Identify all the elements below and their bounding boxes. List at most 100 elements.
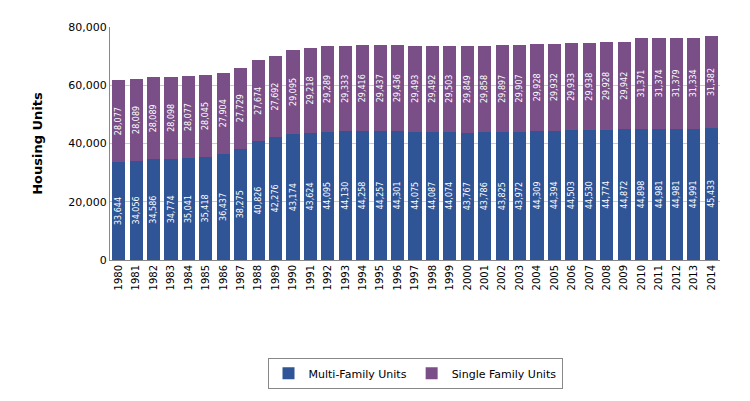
- svg-text:1982: 1982: [148, 265, 159, 290]
- svg-text:40,000: 40,000: [68, 137, 107, 150]
- svg-text:2012: 2012: [671, 265, 682, 290]
- svg-text:1988: 1988: [252, 265, 263, 290]
- svg-text:33,644: 33,644: [114, 197, 123, 225]
- svg-text:Multi-Family Units: Multi-Family Units: [309, 368, 407, 381]
- svg-text:31,334: 31,334: [689, 69, 698, 97]
- svg-text:29,095: 29,095: [289, 78, 298, 106]
- svg-text:31,379: 31,379: [672, 69, 681, 97]
- svg-text:31,382: 31,382: [707, 68, 716, 96]
- svg-text:80,000: 80,000: [68, 21, 107, 34]
- svg-text:28,089: 28,089: [132, 106, 141, 134]
- svg-text:29,218: 29,218: [306, 76, 315, 104]
- svg-text:38,275: 38,275: [236, 190, 245, 218]
- svg-text:2009: 2009: [618, 265, 629, 290]
- svg-text:2011: 2011: [653, 265, 664, 290]
- svg-text:29,493: 29,493: [411, 75, 420, 103]
- svg-text:40,826: 40,826: [254, 187, 263, 215]
- svg-text:1983: 1983: [165, 265, 176, 290]
- svg-text:Single Family Units: Single Family Units: [452, 368, 557, 381]
- svg-text:1989: 1989: [270, 265, 281, 290]
- svg-text:Housing Units: Housing Units: [30, 92, 45, 195]
- svg-text:34,056: 34,056: [132, 196, 141, 224]
- svg-text:29,928: 29,928: [533, 73, 542, 101]
- svg-text:1980: 1980: [113, 265, 124, 290]
- svg-text:29,416: 29,416: [358, 74, 367, 102]
- svg-text:44,074: 44,074: [445, 182, 454, 210]
- svg-text:35,041: 35,041: [184, 195, 193, 223]
- svg-text:1992: 1992: [322, 265, 333, 290]
- svg-text:1986: 1986: [218, 265, 229, 290]
- svg-text:29,942: 29,942: [620, 72, 629, 100]
- svg-text:29,437: 29,437: [376, 74, 385, 102]
- svg-text:28,098: 28,098: [167, 104, 176, 132]
- svg-text:42,276: 42,276: [271, 184, 280, 212]
- svg-text:1990: 1990: [287, 265, 298, 290]
- svg-text:29,436: 29,436: [393, 74, 402, 102]
- svg-text:43,786: 43,786: [480, 182, 489, 210]
- svg-text:1984: 1984: [183, 265, 194, 290]
- svg-text:36,437: 36,437: [219, 193, 228, 221]
- svg-text:1999: 1999: [444, 265, 455, 290]
- svg-text:2006: 2006: [566, 265, 577, 290]
- svg-text:2010: 2010: [636, 265, 647, 290]
- svg-text:44,503: 44,503: [567, 181, 576, 209]
- svg-text:20,000: 20,000: [68, 196, 107, 209]
- svg-text:27,674: 27,674: [254, 87, 263, 115]
- svg-text:2002: 2002: [496, 265, 507, 290]
- svg-text:29,492: 29,492: [428, 75, 437, 103]
- svg-text:29,289: 29,289: [323, 75, 332, 103]
- svg-text:2003: 2003: [514, 265, 525, 290]
- svg-text:2004: 2004: [531, 265, 542, 290]
- svg-text:29,503: 29,503: [445, 75, 454, 103]
- svg-text:2000: 2000: [462, 265, 473, 290]
- svg-text:28,045: 28,045: [201, 102, 210, 130]
- svg-text:44,309: 44,309: [533, 181, 542, 209]
- svg-text:2001: 2001: [479, 265, 490, 290]
- svg-text:44,087: 44,087: [428, 182, 437, 210]
- svg-text:29,933: 29,933: [567, 73, 576, 101]
- svg-text:28,089: 28,089: [149, 104, 158, 132]
- svg-text:43,972: 43,972: [515, 182, 524, 210]
- svg-text:43,767: 43,767: [463, 182, 472, 210]
- svg-text:1994: 1994: [357, 265, 368, 290]
- svg-text:29,333: 29,333: [341, 75, 350, 103]
- svg-text:34,774: 34,774: [167, 195, 176, 223]
- svg-text:27,729: 27,729: [236, 94, 245, 122]
- svg-text:29,907: 29,907: [515, 74, 524, 102]
- svg-text:28,077: 28,077: [184, 103, 193, 131]
- svg-text:2014: 2014: [706, 265, 717, 290]
- svg-text:1987: 1987: [235, 265, 246, 290]
- svg-text:43,825: 43,825: [498, 182, 507, 210]
- svg-text:44,530: 44,530: [585, 181, 594, 209]
- svg-text:1981: 1981: [130, 265, 141, 290]
- svg-text:44,898: 44,898: [637, 181, 646, 209]
- svg-text:60,000: 60,000: [68, 79, 107, 92]
- svg-text:44,981: 44,981: [655, 180, 664, 208]
- svg-text:27,904: 27,904: [219, 99, 228, 127]
- svg-text:45,433: 45,433: [707, 180, 716, 208]
- svg-text:44,258: 44,258: [358, 182, 367, 210]
- svg-text:2008: 2008: [601, 265, 612, 290]
- svg-text:44,774: 44,774: [602, 181, 611, 209]
- svg-text:44,394: 44,394: [550, 181, 559, 209]
- svg-text:31,374: 31,374: [655, 69, 664, 97]
- svg-text:29,897: 29,897: [498, 75, 507, 103]
- svg-text:34,586: 34,586: [149, 196, 158, 224]
- svg-text:2005: 2005: [549, 265, 560, 290]
- svg-text:29,928: 29,928: [602, 72, 611, 100]
- svg-text:29,938: 29,938: [585, 73, 594, 101]
- svg-text:1993: 1993: [340, 265, 351, 290]
- svg-text:1998: 1998: [427, 265, 438, 290]
- svg-text:29,858: 29,858: [480, 75, 489, 103]
- svg-text:29,849: 29,849: [463, 75, 472, 103]
- svg-text:44,075: 44,075: [411, 182, 420, 210]
- svg-text:44,130: 44,130: [341, 182, 350, 210]
- svg-text:0: 0: [100, 254, 107, 267]
- svg-text:43,624: 43,624: [306, 182, 315, 210]
- svg-text:44,301: 44,301: [393, 181, 402, 209]
- svg-text:29,932: 29,932: [550, 73, 559, 101]
- svg-text:35,418: 35,418: [201, 194, 210, 222]
- svg-text:44,981: 44,981: [672, 180, 681, 208]
- svg-text:2013: 2013: [688, 265, 699, 290]
- svg-text:28,077: 28,077: [114, 107, 123, 135]
